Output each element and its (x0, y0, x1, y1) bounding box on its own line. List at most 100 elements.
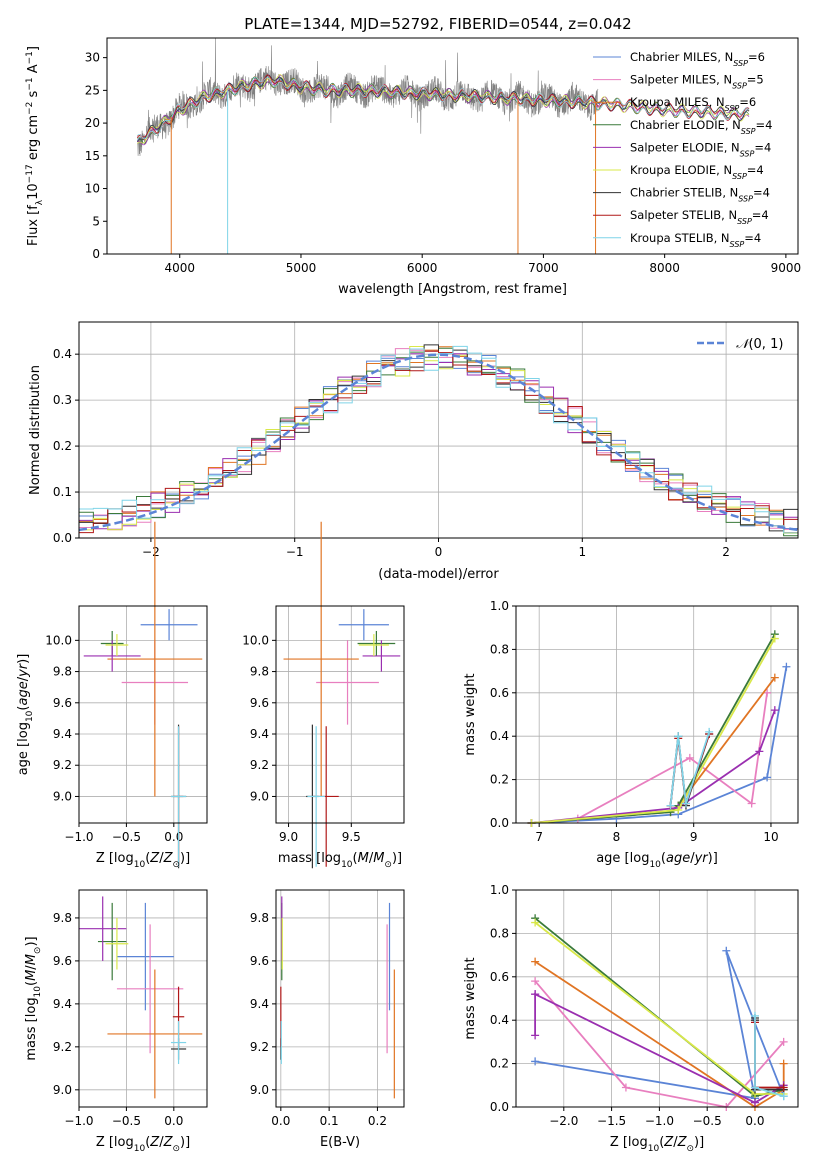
point-kroupa-miles (107, 521, 203, 797)
point-kroupa-miles (107, 969, 203, 1099)
legend-entry-kroupa-stelib: Kroupa STELIB, NSSP=4 (630, 231, 761, 249)
y-tick-label: 9.4 (53, 997, 72, 1011)
series-kroupa-stelib (666, 727, 714, 810)
x-tick-label: −1.0 (645, 1114, 674, 1128)
y-tick-label: 9.8 (250, 911, 269, 925)
axes-frame (78, 321, 799, 539)
axes-frame (78, 889, 208, 1108)
y-tick-label: 9.2 (250, 758, 269, 772)
y-tick-label: 9.4 (250, 727, 269, 741)
x-tick-label: 6000 (407, 261, 438, 275)
legend-entry-salpeter-elodie: Salpeter ELODIE, NSSP=4 (630, 140, 771, 158)
point-marker (770, 673, 779, 682)
figure-title: PLATE=1344, MJD=52792, FIBERID=0544, z=0… (244, 15, 631, 33)
mass_vs_ebv-axes: 0.0 0.1 0.2 9.0 9.2 9.4 9.6 9.8 E(B-V) (250, 889, 405, 1150)
y-tick-label: 0.0 (490, 1100, 509, 1114)
x-axis-label: Z [log10(Z/Z⊙)] (96, 1135, 190, 1154)
point-marker (782, 662, 791, 671)
x-tick-label: 8 (613, 830, 621, 844)
point-salpeter-miles (316, 640, 379, 725)
y-tick-label: 9.2 (53, 758, 72, 772)
point-marker (685, 753, 694, 762)
point-marker (531, 918, 540, 927)
x-tick-label: 0.0 (164, 830, 183, 844)
point-marker (755, 747, 764, 756)
y-tick-label: 0.4 (490, 729, 509, 743)
x-tick-label: −0.5 (112, 830, 141, 844)
x-tick-label: 9.0 (279, 830, 298, 844)
axes-frame (515, 889, 799, 1108)
y-tick-label: 0.6 (490, 970, 509, 984)
y-tick-label: 0.8 (490, 926, 509, 940)
point-marker (770, 706, 779, 715)
point-chabrier-miles (338, 609, 389, 641)
x-tick-label: 0 (435, 545, 443, 559)
x-tick-label: 0.2 (368, 1114, 387, 1128)
axes-frame (275, 605, 405, 824)
x-axis-label: wavelength [Angstrom, rest frame] (338, 282, 567, 297)
x-tick-label: 9 (690, 830, 698, 844)
y-tick-label: 9.2 (53, 1040, 72, 1054)
y-tick-label: 9.0 (250, 789, 269, 803)
point-marker (763, 773, 772, 782)
point-marker (779, 1037, 788, 1046)
point-marker (531, 990, 540, 999)
y-tick-label: 10.0 (242, 633, 269, 647)
legend-entry-chabrier-miles: Chabrier MILES, NSSP=6 (630, 50, 765, 68)
y-tick-label: 9.0 (53, 789, 72, 803)
point-marker (674, 732, 683, 741)
point-marker (681, 799, 690, 808)
point-kroupa-elodie (105, 917, 129, 970)
point-marker (674, 805, 683, 814)
x-tick-label: 9000 (771, 261, 802, 275)
point-kroupa-elodie (105, 634, 129, 656)
point-marker (779, 1059, 788, 1068)
series-line (669, 731, 711, 806)
y-tick-label: 0.3 (53, 393, 72, 407)
point-chabrier-elodie (357, 630, 396, 656)
series-line (577, 692, 768, 820)
normal-curve (78, 353, 799, 532)
point-marker (531, 1031, 540, 1040)
y-tick-label: 0.2 (490, 1057, 509, 1071)
x-tick-label: 0.0 (745, 1114, 764, 1128)
y-axis-label: mass [log10(M/M⊙)] (24, 936, 43, 1060)
series-line (531, 666, 788, 824)
point-marker (779, 1083, 788, 1092)
legend-entry-chabrier-elodie: Chabrier ELODIE, NSSP=4 (630, 118, 772, 136)
y-tick-label: 9.4 (53, 727, 72, 741)
y-tick-label: 10 (85, 182, 100, 196)
legend-entry-normal: 𝒩(0, 1) (736, 337, 783, 352)
point-salpeter-miles (116, 924, 184, 1054)
x-tick-label: −1.0 (64, 1114, 93, 1128)
point-marker (705, 727, 714, 736)
point-marker (750, 1083, 759, 1092)
y-tick-label: 25 (85, 83, 100, 97)
x-tick-label: −1.0 (64, 830, 93, 844)
x-tick-label: 7000 (528, 261, 559, 275)
x-axis-label: (data-model)/error (378, 567, 499, 582)
x-tick-label: −0.5 (112, 1114, 141, 1128)
point-kroupa-stelib (307, 726, 325, 867)
legend-entry-salpeter-stelib: Salpeter STELIB, NSSP=4 (630, 208, 769, 226)
y-axis-label: mass weight (463, 957, 478, 1039)
y-tick-label: 9.6 (250, 696, 269, 710)
x-tick-label: 0.0 (271, 1114, 290, 1128)
point-marker (770, 634, 779, 643)
axes-frame (78, 605, 208, 824)
y-tick-label: 0.8 (490, 642, 509, 656)
axes-frame (106, 37, 799, 255)
series-kroupa-elodie (527, 634, 779, 827)
point-marker (750, 1098, 759, 1107)
y-tick-label: 5 (92, 214, 100, 228)
y-tick-label: 9.2 (250, 1040, 269, 1054)
x-tick-label: 9.5 (342, 830, 361, 844)
x-axis-label: age [log10(age/yr)] (596, 851, 718, 870)
point-chabrier-miles (140, 609, 198, 641)
series-salpeter-miles (573, 688, 772, 823)
y-tick-label: 10.0 (45, 633, 72, 647)
series-salpeter-elodie (527, 706, 779, 827)
age_vs_mass-axes: 9.0 9.5 9.0 9.2 9.4 9.6 9.8 10.0 mass [log10(M/M… (242, 521, 405, 870)
age_vs_Z-axes: −1.0 −0.5 0.0 9.0 9.2 9.4 9.6 9.8 10.0 Z [log10(Z… (16, 521, 208, 870)
